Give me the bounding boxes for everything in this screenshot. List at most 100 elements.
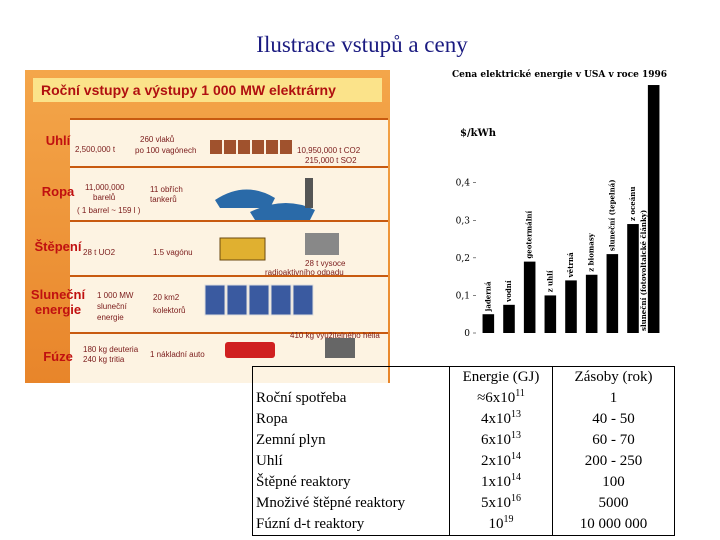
icons — [204, 140, 355, 358]
illustration — [210, 140, 222, 154]
table-row: Roční spotřeba ≈6x1011 1 — [252, 388, 675, 409]
y-tick-label: 0,3 — [456, 216, 471, 226]
energy-base: 2x10 — [481, 453, 511, 469]
y-tick-label: 0,2 — [456, 254, 470, 264]
reserves-cell: 10 000 000 — [552, 514, 675, 536]
energy-table: Energie (GJ) Zásoby (rok) Roční spotřeba ≈6… — [252, 366, 675, 536]
illustration — [280, 140, 292, 154]
illustration — [252, 140, 264, 154]
bar — [606, 254, 619, 333]
bar-label: jaderná — [483, 281, 492, 312]
y-tick-label: 0,1 — [456, 291, 470, 301]
note: 180 kg deuteria — [83, 345, 139, 354]
illustration — [250, 202, 315, 220]
row-name: Uhlí — [252, 451, 450, 472]
bar-label: vodní — [504, 280, 513, 303]
illustration — [238, 140, 250, 154]
header-row: Energie (GJ) Zásoby (rok) — [252, 366, 675, 388]
illustration — [215, 189, 275, 208]
header-cell — [252, 366, 450, 388]
note: 28 t UO2 — [83, 248, 116, 257]
bar — [565, 280, 577, 333]
energy-cell: 4x1013 — [449, 409, 553, 430]
energy-exponent: 14 — [511, 451, 521, 462]
bar — [544, 295, 557, 333]
note: 260 vlaků — [140, 135, 175, 144]
energy-cell: 5x1016 — [449, 493, 553, 514]
y-tick-label: 0,4 — [456, 179, 471, 189]
note: 1.5 vagónu — [153, 248, 193, 257]
energy-exponent: 11 — [515, 388, 525, 399]
energy-base: 1x10 — [481, 474, 511, 490]
illustration — [219, 237, 266, 261]
table-row: Uhlí 2x1014 200 - 250 — [252, 451, 675, 472]
bar — [627, 224, 639, 333]
row-label: Fúze — [43, 349, 73, 364]
row-label: Sluneční energie — [30, 286, 86, 317]
bar-label: z biomasy — [587, 232, 596, 272]
note: sluneční — [97, 302, 127, 311]
note: 215,000 t SO2 — [305, 156, 357, 165]
bar-label: z uhlí — [545, 270, 554, 292]
energy-base: 10 — [488, 516, 504, 532]
reserves-cell: 200 - 250 — [552, 451, 675, 472]
bar — [523, 261, 536, 333]
note: ( 1 barrel ~ 159 l ) — [77, 206, 141, 215]
row-name: Množivé štěpné reaktory — [252, 493, 450, 514]
bar — [585, 274, 598, 333]
reserves-cell: 60 - 70 — [552, 430, 675, 451]
row-name: Štěpné reaktory — [252, 472, 450, 493]
note: 28 t vysoce — [305, 259, 346, 268]
bar-label: z oceánu — [628, 187, 637, 222]
note: 11 obřích — [150, 185, 183, 194]
energy-exponent: 13 — [511, 409, 521, 420]
reserves-cell: 100 — [552, 472, 675, 493]
table-row: Fúzní d-t reaktory 1019 10 000 000 — [252, 514, 675, 536]
energy-cell: 1x1014 — [449, 472, 553, 493]
bar-label: geotermální — [525, 211, 534, 259]
illustration — [292, 284, 314, 316]
illustration — [248, 284, 270, 316]
energy-exponent: 19 — [503, 514, 514, 525]
infographic: Roční vstupy a výstupy 1 000 MW elektrár… — [25, 70, 390, 383]
illustration — [226, 284, 248, 316]
note: energie — [97, 313, 124, 322]
row-name: Fúzní d-t reaktory — [252, 514, 450, 536]
header-cell: Zásoby (rok) — [552, 366, 675, 388]
bar — [503, 304, 515, 333]
energy-base: ≈6x10 — [477, 390, 516, 406]
table-row: Zemní plyn 6x1013 60 - 70 — [252, 430, 675, 451]
bar-label: sluneční (fotovoltaické články) — [639, 210, 648, 331]
note: kolektorů — [153, 306, 186, 315]
note: po 100 vagónech — [135, 146, 197, 155]
note: 410 kg využitelného hélia — [290, 331, 380, 340]
note: 240 kg tritia — [83, 355, 125, 364]
bar — [482, 314, 495, 333]
energy-base: 6x10 — [481, 432, 511, 448]
illustration — [305, 178, 313, 208]
note: 1 nákladní auto — [150, 350, 205, 359]
illustration — [266, 140, 278, 154]
note: radioaktivního odpadu — [265, 268, 344, 277]
note: barelů — [93, 193, 116, 202]
illustration — [225, 342, 275, 358]
row-label: Uhlí — [45, 133, 71, 148]
illustration — [204, 284, 226, 316]
header-cell: Energie (GJ) — [449, 366, 553, 388]
energy-base: 4x10 — [481, 411, 511, 427]
illustration — [325, 338, 355, 358]
table-row: Štěpné reaktory 1x1014 100 — [252, 472, 675, 493]
illustration — [270, 284, 292, 316]
row-name: Zemní plyn — [252, 430, 450, 451]
note: 20 km2 — [153, 293, 180, 302]
energy-cell: 2x1014 — [449, 451, 553, 472]
note: 1 000 MW — [97, 291, 134, 300]
note: tankerů — [150, 195, 177, 204]
y-tick-label: 0 — [464, 329, 470, 339]
row-name: Ropa — [252, 409, 450, 430]
row-label: Ropa — [41, 184, 75, 199]
energy-cell: 1019 — [449, 514, 553, 536]
energy-exponent: 16 — [511, 493, 521, 504]
reserves-cell: 40 - 50 — [552, 409, 675, 430]
